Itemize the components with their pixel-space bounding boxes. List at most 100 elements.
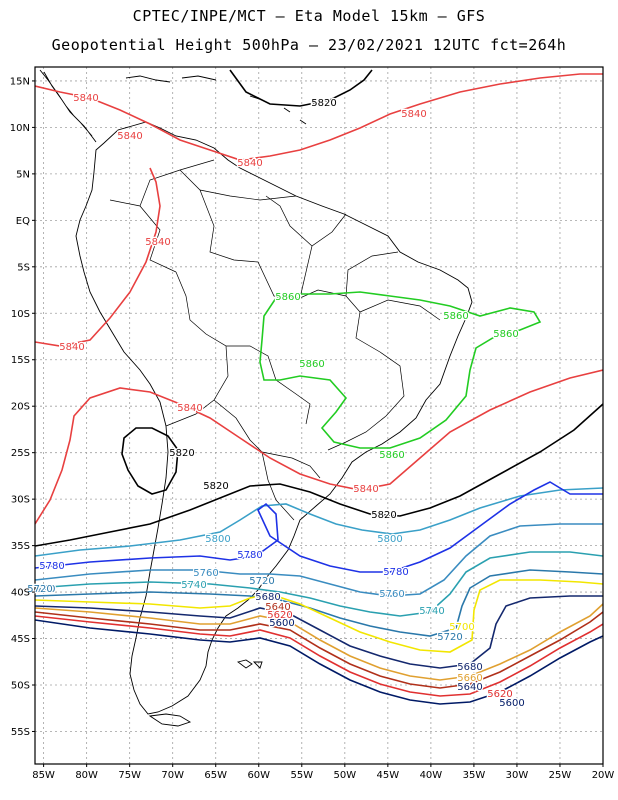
contour-5820-south bbox=[35, 403, 603, 547]
tierra-del-fuego bbox=[148, 713, 192, 727]
contour-label: 5760 bbox=[379, 589, 404, 600]
contour-label: 720 bbox=[36, 584, 55, 595]
lat-tick-label: 10S bbox=[11, 309, 30, 320]
lat-tick-label: 15S bbox=[11, 355, 30, 366]
lon-tick-label: 25W bbox=[549, 770, 572, 781]
contour-5640 bbox=[35, 611, 603, 689]
contour-5760 bbox=[35, 523, 603, 597]
lon-tick-label: 45W bbox=[377, 770, 400, 781]
lat-tick-label: 5S bbox=[17, 262, 30, 273]
contour-label: 5620 bbox=[487, 689, 512, 700]
lat-tick-label: 40S bbox=[11, 588, 30, 599]
contour-label: 5620 bbox=[267, 610, 292, 621]
contour-label: 5720 bbox=[437, 632, 462, 643]
lon-tick-label: 85W bbox=[32, 770, 55, 781]
lon-tick-label: 35W bbox=[463, 770, 486, 781]
lat-tick-label: 15N bbox=[10, 76, 30, 87]
contour-label: 5840 bbox=[145, 237, 170, 248]
lat-tick-label: 35S bbox=[11, 541, 30, 552]
contour-5620 bbox=[35, 615, 603, 697]
contour-label: 5840 bbox=[177, 403, 202, 414]
grid-lines bbox=[35, 67, 604, 764]
lon-tick-label: 65W bbox=[204, 770, 227, 781]
contour-5680 bbox=[35, 595, 603, 669]
contour-label: 5700 bbox=[449, 622, 474, 633]
contour-5860 bbox=[259, 291, 542, 449]
lat-tick-label: EQ bbox=[16, 216, 30, 227]
contour-label: 5760 bbox=[193, 568, 218, 579]
contour-label: 5780 bbox=[39, 561, 64, 572]
axis-ticks: 15N10N5NEQ5S10S15S20S25S30S35S40S45S50S5… bbox=[10, 76, 615, 781]
contour-label: 5640 bbox=[265, 602, 290, 613]
central-america-coastline bbox=[39, 69, 97, 143]
lon-tick-label: 55W bbox=[290, 770, 313, 781]
lat-tick-label: 5N bbox=[16, 169, 30, 180]
lat-tick-label: 55S bbox=[11, 727, 30, 738]
contour-5840-south bbox=[35, 369, 603, 525]
contour-5840-north bbox=[35, 73, 603, 161]
contour-label: 5860 bbox=[299, 359, 324, 370]
contour-5660 bbox=[35, 603, 603, 681]
lon-tick-label: 75W bbox=[118, 770, 141, 781]
south-america-coastline bbox=[75, 121, 473, 715]
contour-label: 5860 bbox=[493, 329, 518, 340]
lon-tick-label: 70W bbox=[161, 770, 184, 781]
contour-label: 5740 bbox=[181, 580, 206, 591]
chart-subtitle: Geopotential Height 500hPa – 23/02/2021 … bbox=[51, 36, 567, 54]
contour-label: 5800 bbox=[205, 534, 230, 545]
lat-tick-label: 30S bbox=[11, 495, 30, 506]
contour-label: 5840 bbox=[59, 342, 84, 353]
contour-label: 5820 bbox=[311, 98, 336, 109]
chart-title: CPTEC/INPE/MCT – Eta Model 15km – GFS bbox=[132, 7, 486, 25]
lat-tick-label: 45S bbox=[11, 634, 30, 645]
contour-5600 bbox=[35, 619, 603, 705]
contour-label: 5860 bbox=[443, 311, 468, 322]
contour-5820-north bbox=[229, 69, 373, 107]
contour-5740 bbox=[35, 551, 603, 617]
contour-label: 5720 bbox=[249, 576, 274, 587]
contour-label: 5820 bbox=[203, 481, 228, 492]
contour-label: 5780 bbox=[383, 567, 408, 578]
contour-label: 5860 bbox=[379, 450, 404, 461]
lon-tick-label: 60W bbox=[247, 770, 270, 781]
contour-5700 bbox=[35, 579, 603, 653]
contour-labels: 5840 5820 5840 5840 5840 5840 5840 5840 5840 5860… bbox=[26, 92, 526, 711]
lat-tick-label: 20S bbox=[11, 402, 30, 413]
contour-5820-closed bbox=[121, 427, 179, 495]
falkland-islands bbox=[236, 659, 263, 669]
contour-label: 5640 bbox=[457, 682, 482, 693]
contour-5840-west bbox=[35, 167, 161, 347]
contour-label: 5840 bbox=[237, 158, 262, 169]
contour-label: 5840 bbox=[353, 484, 378, 495]
contour-5720 bbox=[35, 569, 603, 637]
contour-label: 5860 bbox=[275, 292, 300, 303]
contour-label: 5780 bbox=[237, 550, 262, 561]
contour-label: 5680 bbox=[457, 662, 482, 673]
lon-tick-label: 20W bbox=[592, 770, 615, 781]
contour-5780 bbox=[35, 481, 603, 573]
lon-tick-label: 40W bbox=[420, 770, 443, 781]
contour-label: 5840 bbox=[73, 93, 98, 104]
contour-5800 bbox=[35, 487, 603, 557]
lon-tick-label: 50W bbox=[334, 770, 357, 781]
contour-label: 5660 bbox=[457, 673, 482, 684]
coastline-and-borders bbox=[39, 69, 473, 727]
contour-label: 5840 bbox=[117, 131, 142, 142]
contour-label: 5680 bbox=[255, 592, 280, 603]
contour-label: 5840 bbox=[401, 109, 426, 120]
lon-tick-label: 80W bbox=[75, 770, 98, 781]
contour-label: 5600 bbox=[269, 618, 294, 629]
contour-label: 5820 bbox=[371, 510, 396, 521]
plot-frame bbox=[34, 66, 604, 765]
contour-label: 5720 bbox=[27, 584, 52, 595]
contour-label: 5800 bbox=[377, 534, 402, 545]
contour-label: 5600 bbox=[499, 698, 524, 709]
geopotential-contours bbox=[35, 69, 603, 705]
contour-label: 5820 bbox=[169, 448, 194, 459]
lon-tick-label: 30W bbox=[506, 770, 529, 781]
lat-tick-label: 50S bbox=[11, 681, 30, 692]
contour-label: 5740 bbox=[419, 606, 444, 617]
caribbean-islands bbox=[125, 75, 307, 125]
lat-tick-label: 10N bbox=[10, 123, 30, 134]
